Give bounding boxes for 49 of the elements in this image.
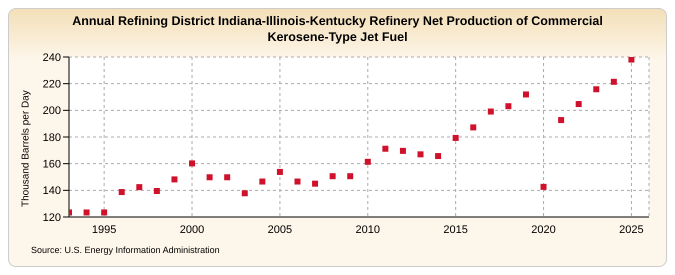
y-tick-label: 220 [42,78,61,91]
point [118,189,125,196]
point [330,173,336,180]
point [505,103,512,110]
point [189,160,196,166]
point [418,151,424,158]
point [242,190,248,196]
point [347,173,354,180]
x-tick-label: 2015 [443,224,468,236]
x-tick-label: 2010 [356,224,380,236]
point [154,188,160,194]
point [435,153,442,160]
y-tick-label: 120 [42,212,61,224]
point [136,184,142,190]
point [259,178,266,185]
point [628,57,634,63]
chart-title: Annual Refining District Indiana-Illinois-Kentucky Refinery Net Production of Commercial Kerosene-Type Jet Fuel [71,13,604,45]
point [364,158,371,165]
point [312,180,318,187]
x-tick-label: 2005 [268,224,292,236]
point [171,176,178,182]
y-tick-label: 240 [42,52,61,64]
point [540,184,547,190]
source-note: Source: U.S. Energy Information Administration [31,245,220,255]
x-tick-label: 2000 [180,224,204,236]
x-tick-label: 1995 [92,224,116,236]
y-tick-label: 160 [42,158,61,171]
point [576,101,582,108]
x-tick-label: 2025 [619,224,644,236]
point [224,174,230,180]
point [294,178,300,185]
point [488,108,494,115]
point [610,78,617,85]
point [382,146,388,152]
point [558,117,564,124]
y-tick-label: 180 [42,132,61,144]
point [276,168,283,175]
point [400,148,406,154]
point [522,91,529,98]
y-axis-title: Thousand Barrels per Day [20,90,32,207]
point [206,174,213,180]
point [593,86,600,92]
point [452,134,459,141]
y-tick-label: 200 [42,105,61,118]
x-tick-label: 2020 [531,224,556,236]
point [84,209,90,216]
y-tick-label: 140 [42,185,61,198]
point [101,209,108,216]
point [470,124,476,130]
